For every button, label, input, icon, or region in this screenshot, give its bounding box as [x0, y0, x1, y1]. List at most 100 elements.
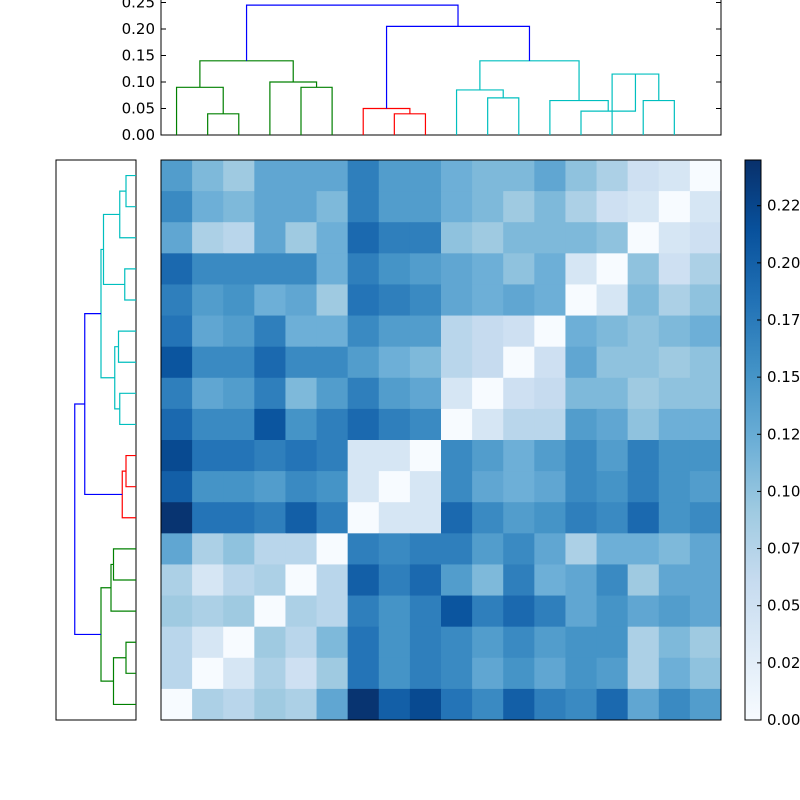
heatmap-cell — [472, 657, 504, 690]
heatmap-cell — [254, 315, 286, 348]
heatmap-cell — [254, 564, 286, 597]
heatmap-cell — [409, 222, 442, 254]
heatmap-cell — [441, 626, 473, 659]
heatmap-cell — [378, 440, 411, 472]
heatmap-cell — [503, 253, 535, 285]
heatmap-cell — [596, 440, 629, 472]
heatmap-cell — [472, 191, 504, 223]
heatmap-cell — [441, 191, 473, 223]
heatmap-cell — [347, 284, 380, 317]
heatmap-cell — [192, 377, 224, 410]
heatmap-cell — [347, 346, 380, 379]
heatmap-cell — [161, 657, 193, 690]
top-dendrogram-link — [199, 60, 294, 88]
heatmap-cell — [161, 626, 193, 659]
heatmap-cell — [534, 315, 566, 348]
heatmap-cell — [627, 315, 660, 348]
heatmap-cell — [409, 595, 442, 628]
heatmap-cell — [223, 222, 255, 254]
heatmap-cell — [689, 688, 722, 721]
heatmap-cell — [534, 564, 566, 597]
heatmap-cell — [347, 595, 380, 628]
left-dendrogram-link — [119, 190, 136, 239]
heatmap-cell — [596, 688, 629, 721]
heatmap-cell — [316, 191, 349, 223]
heatmap-cell — [378, 626, 411, 659]
heatmap-cell — [223, 657, 255, 690]
top-dendrogram-frame — [160, 0, 722, 136]
heatmap-cell — [378, 408, 411, 441]
heatmap-cell — [192, 253, 224, 285]
heatmap-cell — [347, 377, 380, 410]
heatmap-cell — [658, 626, 691, 659]
heatmap-cell — [689, 346, 722, 379]
heatmap-cell — [472, 471, 504, 503]
heatmap-cell — [254, 408, 286, 441]
heatmap-cell — [409, 502, 442, 534]
heatmap-cell — [378, 377, 411, 410]
heatmap-cell — [192, 595, 224, 628]
heatmap-cell — [658, 191, 691, 223]
heatmap-cell — [161, 346, 193, 379]
heatmap-cell — [596, 564, 629, 597]
heatmap-cell — [503, 160, 535, 192]
heatmap-cell — [161, 688, 193, 721]
heatmap-cell — [658, 502, 691, 534]
heatmap-cell — [658, 564, 691, 597]
heatmap-cell — [223, 440, 255, 472]
heatmap-cell — [565, 595, 598, 628]
left-dendrogram-link — [112, 548, 136, 581]
heatmap-cell — [503, 377, 535, 410]
heatmap-cell — [192, 408, 224, 441]
top-dendrogram: 0.00 0.05 0.10 0.15 0.20 0.25 — [122, 0, 722, 144]
heatmap-cell — [347, 440, 380, 472]
heatmap-cell — [192, 315, 224, 348]
heatmap-cell — [627, 502, 660, 534]
heatmap-cell — [285, 284, 318, 317]
heatmap-cell — [441, 533, 473, 565]
heatmap-cell — [565, 377, 598, 410]
left-dendrogram-link — [102, 213, 125, 286]
heatmap-cell — [565, 284, 598, 317]
heatmap-cell — [378, 284, 411, 317]
heatmap-cell — [441, 377, 473, 410]
heatmap-cell — [441, 253, 473, 285]
heatmap-cell — [441, 346, 473, 379]
heatmap-cell — [596, 284, 629, 317]
heatmap-cell — [316, 626, 349, 659]
heatmap-cell — [596, 253, 629, 285]
heatmap-cell — [472, 688, 504, 721]
colorbar-tick-label: 0.07 — [767, 540, 800, 558]
heatmap-cell — [347, 471, 380, 503]
heatmap-cell — [254, 284, 286, 317]
heatmap-cell — [316, 346, 349, 379]
colorbar-tick-label: 0.17 — [767, 311, 800, 329]
heatmap-cell — [316, 564, 349, 597]
heatmap-cell — [503, 502, 535, 534]
heatmap-cell — [534, 191, 566, 223]
heatmap-cell — [441, 408, 473, 441]
heatmap-cell — [316, 315, 349, 348]
heatmap-cell — [254, 440, 286, 472]
heatmap-cell — [472, 315, 504, 348]
heatmap-cell — [689, 160, 722, 192]
heatmap-cell — [503, 408, 535, 441]
heatmap-cell — [378, 688, 411, 721]
heatmap-cell — [161, 595, 193, 628]
heatmap-cell — [689, 502, 722, 534]
heatmap-cell — [254, 533, 286, 565]
heatmap-cell — [596, 502, 629, 534]
top-dendrogram-link — [487, 97, 520, 135]
heatmap-cell — [658, 440, 691, 472]
heatmap-cell — [378, 595, 411, 628]
heatmap-cell — [223, 315, 255, 348]
top-dendrogram-link — [207, 113, 240, 135]
colorbar-tick-label: 0.20 — [767, 254, 800, 272]
heatmap-cell — [689, 408, 722, 441]
heatmap-cell — [503, 346, 535, 379]
heatmap-cell — [689, 533, 722, 565]
left-dendrogram-link — [100, 587, 114, 682]
heatmap-cell — [254, 346, 286, 379]
heatmap-cell — [565, 533, 598, 565]
heatmap-cell — [658, 253, 691, 285]
